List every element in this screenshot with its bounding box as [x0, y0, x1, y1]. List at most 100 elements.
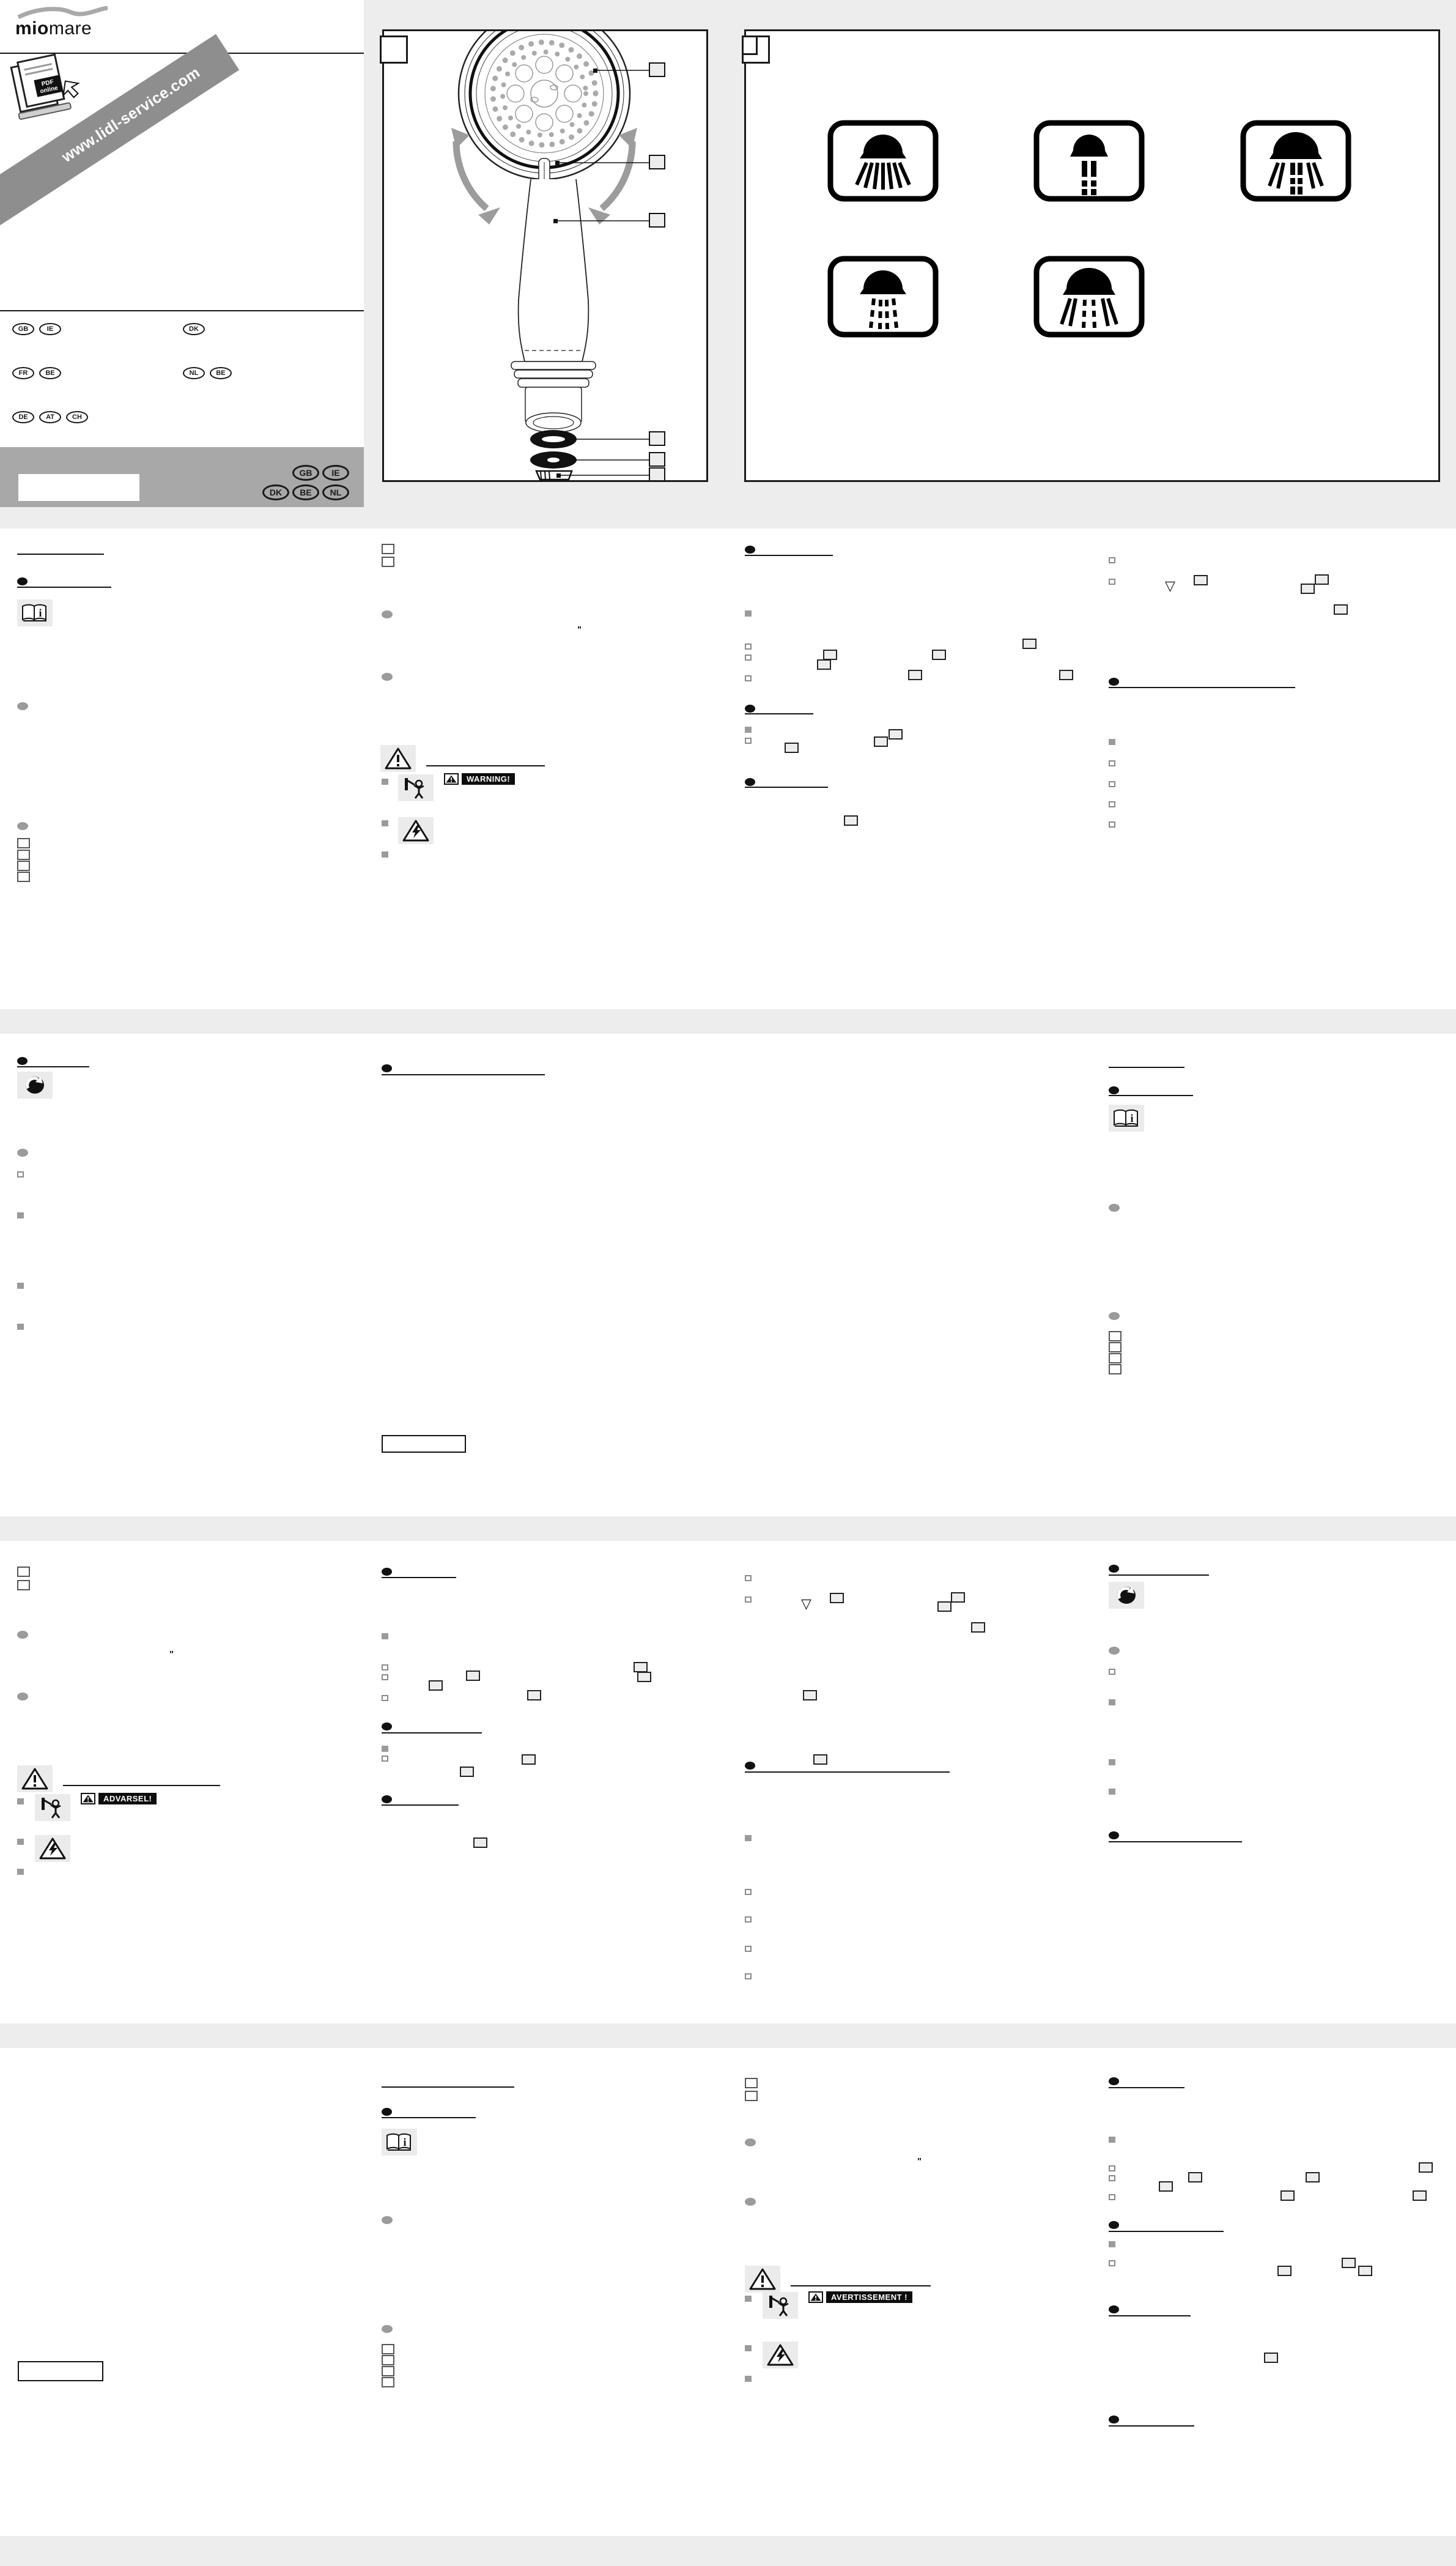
electric-shock-icon [767, 2344, 794, 2366]
list-bullet [382, 2216, 393, 2224]
part-callout-box-5 [649, 452, 665, 467]
shower-head-figure [451, 31, 665, 480]
keep-children-away-icon [405, 778, 424, 799]
green-dot-recycle-icon [1117, 1587, 1136, 1604]
list-square-bullet [745, 610, 752, 617]
part-ref-box [1264, 2353, 1278, 2363]
list-hollow-bullet [1109, 2260, 1115, 2266]
list-bullet [745, 2198, 756, 2206]
figure-b-panel [744, 29, 1440, 482]
list-square-bullet [382, 779, 388, 785]
part-ref-box [634, 1662, 648, 1672]
heading-bullet [745, 1762, 755, 1770]
service-address-box [382, 1435, 466, 1453]
brand-logo-mio: mio [15, 18, 49, 39]
part-ref-box [1334, 604, 1348, 615]
separator-band [0, 2023, 1456, 2048]
open-book-icon: i [22, 604, 46, 621]
part-ref-box [823, 650, 837, 660]
part-ref-box [817, 659, 831, 670]
footer-oval-ie: IE [322, 465, 349, 481]
warning-badge-dk: ADVARSEL! [81, 1793, 157, 1804]
heading-underline [745, 555, 833, 556]
list-bullet [1109, 1647, 1120, 1655]
part-ref-box [1342, 2258, 1356, 2268]
part-ref-box [1159, 2181, 1173, 2192]
heading-underline [17, 587, 111, 588]
logo-wave-icon [17, 6, 108, 20]
part-ref-box [473, 1837, 487, 1848]
part-ref-box [830, 1593, 844, 1603]
list-hollow-bullet [745, 1946, 752, 1952]
heading-bullet [1109, 2305, 1119, 2313]
heading-bullet [1109, 2221, 1119, 2229]
heading-underline [1109, 2087, 1184, 2088]
list-square-bullet [1109, 739, 1115, 745]
separator-band [0, 1009, 1456, 1034]
list-square-bullet [1109, 1789, 1115, 1795]
title-underline [1109, 1067, 1184, 1068]
heading-underline [63, 1785, 220, 1786]
badge-triangle-icon [808, 2291, 823, 2303]
info-book-chip: i [17, 599, 53, 626]
heading-bullet [1109, 2416, 1119, 2423]
list-square-bullet [745, 1835, 752, 1841]
list-hollow-bullet [745, 1575, 752, 1581]
heading-bullet [17, 1057, 28, 1065]
heading-underline [382, 1577, 456, 1578]
heading-bullet [382, 1064, 392, 1072]
title-underline [17, 554, 104, 555]
heading-underline [1109, 2315, 1191, 2316]
part-list-box [17, 850, 30, 860]
part-list-box [17, 872, 30, 882]
list-hollow-bullet [1109, 1669, 1115, 1675]
part-ref-box [637, 1672, 651, 1682]
part-list-box [745, 2078, 758, 2088]
part-callout-box-2 [649, 155, 665, 169]
footer-oval-be: BE [292, 484, 319, 500]
pdf-online-icon: PDF online [2, 50, 86, 125]
list-hollow-bullet [382, 1674, 388, 1680]
list-square-bullet [382, 851, 388, 858]
heading-underline [1109, 1841, 1242, 1842]
list-bullet [745, 2138, 756, 2146]
part-ref-box [1301, 584, 1315, 594]
heading-underline [745, 787, 828, 788]
part-list-box [1109, 1353, 1122, 1363]
part-ref-box [1413, 2190, 1427, 2201]
list-hollow-bullet [745, 654, 752, 661]
part-list-box [1109, 1364, 1122, 1374]
spray-icon-rain-jet [1240, 120, 1351, 202]
warning-badge-fr: AVERTISSEMENT ! [808, 2291, 912, 2303]
part-ref-box [937, 1601, 952, 1612]
nabla-symbol: ▽ [1165, 578, 1175, 593]
part-ref-box [466, 1670, 480, 1681]
warning-badge-text: AVERTISSEMENT ! [826, 2291, 912, 2303]
electric-warning-chip [763, 2342, 798, 2368]
list-square-bullet [17, 1324, 24, 1330]
heading-underline [1109, 2425, 1194, 2427]
part-ref-box [1419, 2162, 1433, 2173]
electric-shock-icon [39, 1837, 66, 1860]
spray-icon-soft-drop [827, 256, 939, 338]
part-list-box [382, 2344, 394, 2354]
lang-oval-nl: NL [183, 367, 205, 379]
warning-triangle-chip [380, 745, 416, 772]
part-ref-box [932, 650, 946, 660]
list-square-bullet [17, 1283, 24, 1289]
part-list-box [382, 544, 394, 554]
warning-triangle-icon [21, 1768, 48, 1790]
part-list-box [382, 2355, 394, 2365]
list-hollow-bullet [745, 738, 752, 744]
part-ref-box [522, 1754, 536, 1765]
green-dot-recycle-icon [26, 1077, 44, 1094]
list-square-bullet [745, 2345, 752, 2351]
child-warning-chip [398, 774, 434, 801]
warning-triangle-icon [385, 747, 412, 769]
heading-bullet [382, 1568, 392, 1576]
list-square-bullet [1109, 2137, 1115, 2143]
part-list-box [1109, 1342, 1122, 1352]
list-hollow-bullet [1109, 781, 1115, 787]
list-hollow-bullet [745, 1889, 752, 1895]
list-bullet [17, 1693, 28, 1700]
